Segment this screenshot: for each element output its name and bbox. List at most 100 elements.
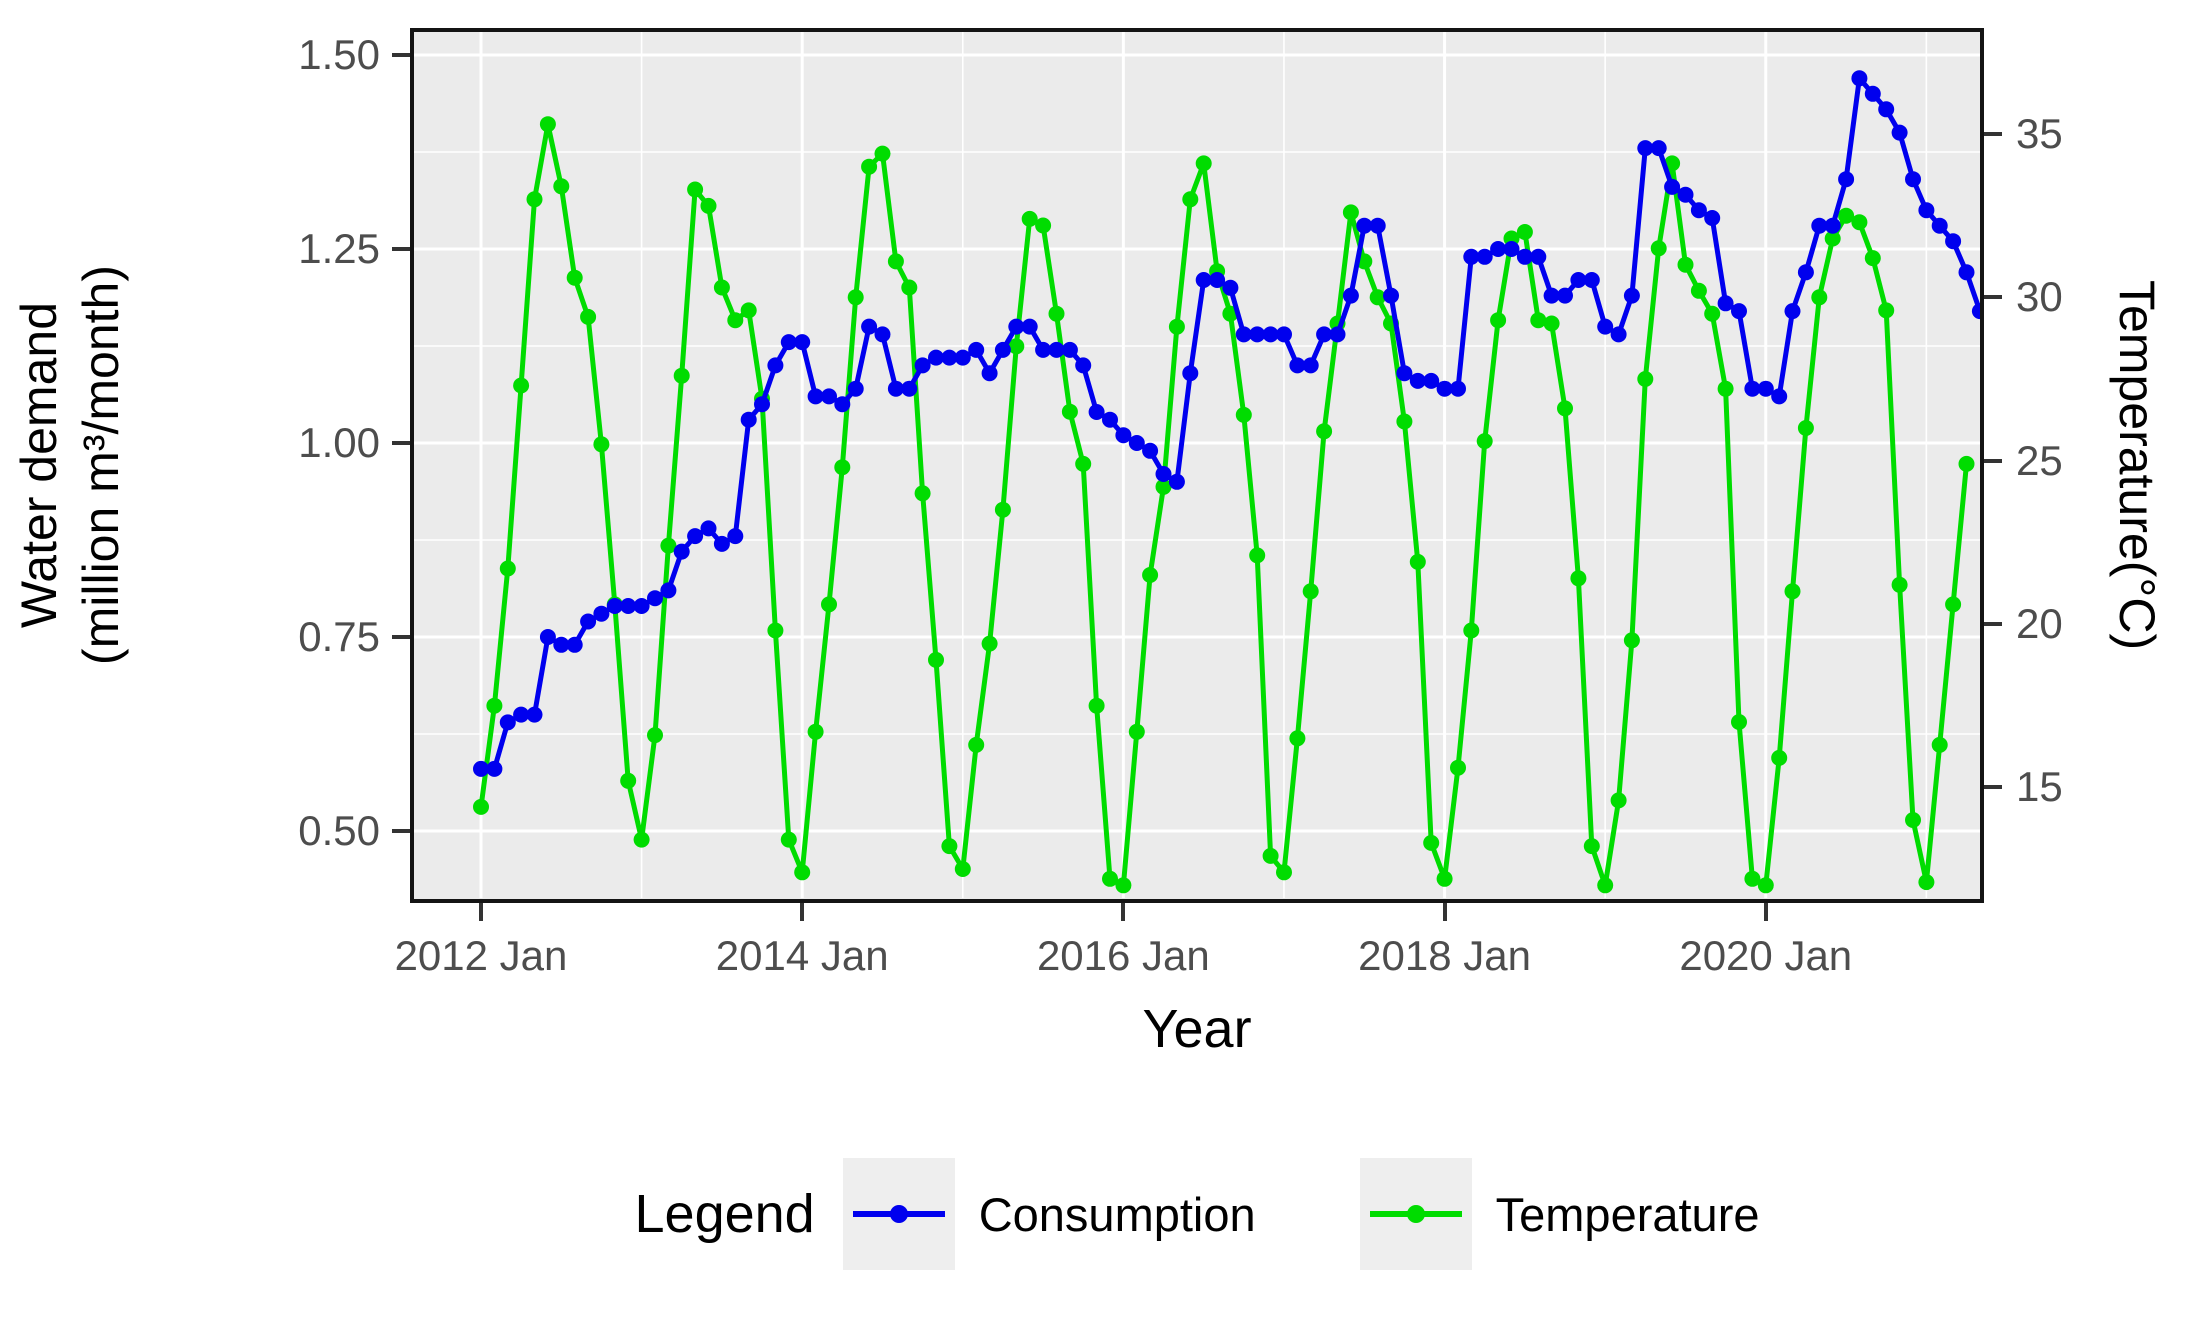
- consumption-point: [887, 380, 904, 397]
- consumption-point: [486, 760, 503, 777]
- x-tick-label: 2014 Jan: [715, 932, 889, 979]
- consumption-point: [1396, 365, 1413, 382]
- right-tick-label: 20: [2016, 599, 2063, 647]
- temperature-point: [1369, 289, 1386, 306]
- temperature-point: [1597, 877, 1614, 894]
- consumption-point: [847, 380, 864, 397]
- consumption-point: [593, 605, 610, 622]
- temperature-point: [941, 838, 958, 855]
- right-axis-title: Temperature(°C): [2108, 28, 2166, 903]
- left-tick-label: 0.50: [298, 807, 380, 854]
- temperature-point: [1102, 870, 1118, 887]
- x-tick-label: 2016 Jan: [1036, 932, 1210, 979]
- temperature-point: [887, 253, 904, 270]
- consumption-point: [513, 706, 530, 723]
- temperature-point: [807, 723, 824, 740]
- consumption-point: [1623, 287, 1640, 304]
- temperature-point: [1262, 847, 1279, 864]
- consumption-point: [1383, 287, 1399, 304]
- consumption-point: [1276, 326, 1292, 343]
- x-tick-label: 2012 Jan: [394, 932, 568, 979]
- x-tick-mark: [1121, 903, 1126, 921]
- temperature-point: [1757, 877, 1774, 894]
- plot-panel: [410, 28, 1984, 903]
- legend-item-temperature: Temperature: [1359, 1158, 1760, 1270]
- consumption-point: [1035, 341, 1052, 358]
- consumption-point: [1182, 365, 1199, 382]
- consumption-point: [1423, 372, 1440, 389]
- consumption-point: [580, 613, 597, 630]
- temperature-point: [1958, 455, 1975, 472]
- left-tick-mark: [392, 53, 410, 57]
- consumption-point: [1543, 287, 1560, 304]
- consumption-point: [1155, 466, 1172, 482]
- consumption-point: [1664, 178, 1681, 195]
- temperature-point: [1423, 834, 1440, 851]
- temperature-point: [1931, 736, 1948, 753]
- temperature-point: [1409, 553, 1426, 570]
- consumption-point: [539, 629, 556, 645]
- consumption-point: [1971, 303, 1980, 320]
- consumption-point: [647, 590, 663, 607]
- consumption-point: [914, 357, 931, 374]
- consumption-point: [994, 341, 1011, 358]
- consumption-point: [526, 706, 543, 723]
- temperature-point: [1557, 400, 1573, 417]
- consumption-point: [1302, 357, 1319, 374]
- consumption-point: [1008, 318, 1025, 335]
- temperature-point: [954, 861, 971, 877]
- temperature-point: [780, 831, 797, 848]
- consumption-point: [780, 334, 797, 351]
- consumption-point: [1342, 287, 1359, 304]
- consumption-point: [794, 334, 811, 351]
- consumption-point: [1289, 357, 1306, 374]
- consumption-point: [1048, 341, 1065, 358]
- temperature-point: [1623, 632, 1640, 649]
- temperature-point: [1316, 423, 1333, 440]
- consumption-point: [1516, 248, 1533, 265]
- consumption-point: [1918, 202, 1935, 219]
- consumption-point: [1824, 217, 1841, 234]
- temperature-point: [593, 436, 610, 453]
- temperature-point: [1878, 302, 1895, 319]
- temperature-key-glyph: [1369, 1205, 1462, 1223]
- consumption-point: [1690, 202, 1707, 219]
- temperature-point: [1289, 730, 1306, 747]
- temperature-point: [1824, 230, 1841, 247]
- consumption-point: [1570, 272, 1587, 288]
- temperature-point: [1450, 759, 1466, 776]
- consumption-point: [1409, 372, 1426, 389]
- consumption-point: [1891, 124, 1908, 141]
- consumption-point: [1557, 287, 1573, 304]
- temperature-point: [861, 158, 878, 175]
- consumption-point: [1075, 357, 1092, 374]
- temperature-point: [1583, 838, 1600, 855]
- temperature-point: [1088, 697, 1105, 714]
- temperature-point: [1075, 455, 1092, 472]
- temperature-point: [1918, 874, 1935, 891]
- consumption-point: [1945, 233, 1962, 250]
- temperature-point: [1142, 567, 1159, 583]
- consumption-point: [1677, 186, 1694, 203]
- temperature-point: [673, 367, 690, 384]
- consumption-point: [834, 396, 851, 413]
- temperature-point: [1851, 214, 1868, 231]
- x-tick-mark: [1763, 903, 1768, 921]
- temperature-point: [928, 651, 944, 668]
- consumption-point: [1771, 388, 1788, 405]
- consumption-point: [620, 598, 637, 614]
- consumption-point: [1530, 248, 1547, 265]
- temperature-point: [1048, 305, 1065, 322]
- consumption-point: [1262, 326, 1279, 343]
- plot-area-svg: [414, 32, 1980, 898]
- temperature-point: [834, 459, 851, 476]
- temperature-point: [1115, 877, 1132, 894]
- consumption-point: [821, 388, 837, 405]
- temperature-point: [1945, 596, 1962, 613]
- temperature-point: [1490, 312, 1507, 329]
- temperature-point: [1690, 282, 1707, 299]
- consumption-point: [1878, 101, 1895, 118]
- consumption-point: [1369, 217, 1386, 234]
- temperature-point: [539, 116, 556, 133]
- temperature-point: [1637, 371, 1654, 387]
